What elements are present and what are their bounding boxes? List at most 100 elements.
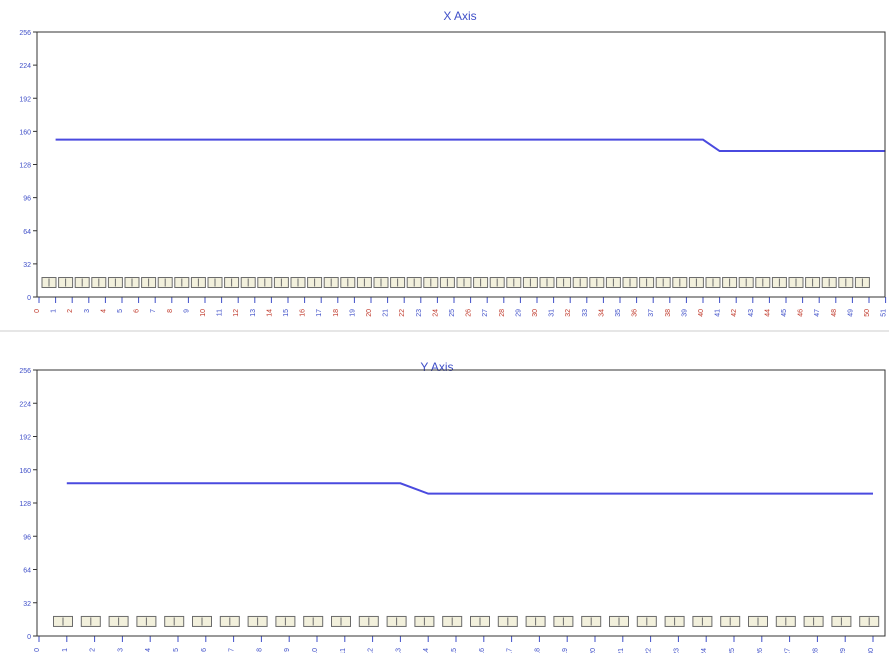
plot-frame-x [36,31,886,298]
y-tick-label-x: 224 [19,63,31,70]
y-tick-label-y: 96 [23,534,31,541]
chart-title-y: Y Axis [420,360,453,374]
x-tick-label-y: 10 [312,648,319,653]
x-tick-label-x: 28 [499,309,506,317]
x-tick-label-x: 33 [582,309,589,317]
series-line-y [66,482,873,495]
x-tick-label-x: 0 [34,309,41,313]
chart-title-x: X Axis [443,9,476,23]
x-tick-label-x: 30 [532,309,539,317]
x-tick-label-y: 3 [117,648,124,652]
x-tick-label-x: 17 [316,309,323,317]
x-tick-label-y: 2 [90,648,97,652]
x-tick-label-y: 15 [451,648,458,653]
y-tick-label-x: 192 [19,96,31,103]
x-tick-label-y: 25 [729,648,736,653]
x-tick-label-x: 38 [665,309,672,317]
y-tick-label-y: 64 [23,568,31,575]
x-tick-label-x: 21 [383,309,390,317]
x-tick-label-x: 4 [100,309,107,313]
x-tick-label-x: 41 [715,309,722,317]
x-tick-label-x: 47 [814,309,821,317]
x-tick-label-x: 36 [632,309,639,317]
x-tick-label-x: 40 [698,309,705,317]
x-tick-label-y: 8 [256,648,263,652]
x-tick-label-y: 0 [34,648,41,652]
x-tick-label-x: 39 [681,309,688,317]
x-tick-label-y: 20 [590,648,597,653]
y-tick-label-x: 32 [23,262,31,269]
x-tick-label-x: 32 [565,309,572,317]
x-tick-label-x: 23 [416,309,423,317]
x-tick-label-x: 2 [67,309,74,313]
x-tick-label-x: 3 [84,309,91,313]
y-tick-label-x: 256 [19,30,31,37]
x-tick-label-y: 27 [785,648,792,653]
y-tick-label-y: 256 [19,368,31,375]
x-tick-label-x: 19 [349,309,356,317]
x-tick-label-x: 42 [731,309,738,317]
x-tick-label-x: 6 [134,309,141,313]
x-tick-label-x: 9 [183,309,190,313]
plot-frame-y [36,369,886,637]
y-tick-label-y: 0 [27,634,31,641]
x-tick-label-x: 11 [217,309,224,316]
x-tick-label-x: 13 [250,309,257,317]
x-tick-label-x: 48 [831,309,838,317]
x-tick-label-y: 13 [395,648,402,653]
x-tick-label-y: 21 [618,648,625,653]
x-tick-label-x: 29 [515,309,522,317]
x-tick-label-x: 37 [648,309,655,317]
x-tick-label-y: 6 [201,648,208,652]
x-tick-label-y: 26 [757,648,764,653]
x-tick-label-x: 20 [366,309,373,317]
x-tick-label-y: 11 [340,648,347,653]
series-line-x [55,138,886,153]
x-tick-label-x: 22 [399,309,406,317]
y-tick-label-y: 128 [19,501,31,508]
y-tick-label-x: 160 [19,129,31,136]
x-tick-label-x: 8 [167,309,174,313]
y-tick-label-x: 128 [19,163,31,170]
x-tick-label-y: 5 [173,648,180,652]
x-tick-label-y: 1 [62,648,69,652]
x-tick-label-x: 43 [748,309,755,317]
x-tick-label-y: 18 [534,648,541,653]
x-tick-label-x: 45 [781,309,788,317]
y-tick-label-y: 224 [19,401,31,408]
y-tick-label-x: 64 [23,229,31,236]
x-tick-label-y: 16 [479,648,486,653]
x-tick-label-x: 10 [200,309,207,317]
y-tick-label-y: 32 [23,601,31,608]
x-tick-label-y: 23 [673,648,680,653]
x-tick-label-y: 14 [423,648,430,653]
y-tick-label-x: 96 [23,196,31,203]
x-tick-label-x: 24 [432,309,439,317]
x-tick-label-y: 29 [840,648,847,653]
x-tick-label-y: 28 [812,648,819,653]
x-tick-label-x: 26 [466,309,473,317]
x-tick-label-x: 35 [615,309,622,317]
x-tick-label-x: 12 [233,309,240,317]
x-tick-label-x: 15 [283,309,290,317]
x-tick-label-y: 17 [507,648,514,653]
x-tick-label-y: 12 [368,648,375,653]
x-tick-label-y: 22 [646,648,653,653]
x-tick-label-x: 50 [864,309,871,317]
x-tick-label-x: 5 [117,309,124,313]
x-tick-label-y: 7 [229,648,236,652]
x-tick-label-x: 51 [881,309,888,317]
x-tick-label-y: 19 [562,648,569,653]
x-tick-label-x: 34 [598,309,605,317]
x-tick-label-x: 1 [51,309,58,313]
x-tick-label-x: 31 [549,309,556,317]
y-tick-label-y: 160 [19,468,31,475]
x-tick-label-x: 46 [798,309,805,317]
x-tick-label-y: 30 [868,648,875,653]
x-tick-label-y: 9 [284,648,291,652]
x-tick-label-x: 27 [482,309,489,317]
x-tick-label-x: 7 [150,309,157,313]
